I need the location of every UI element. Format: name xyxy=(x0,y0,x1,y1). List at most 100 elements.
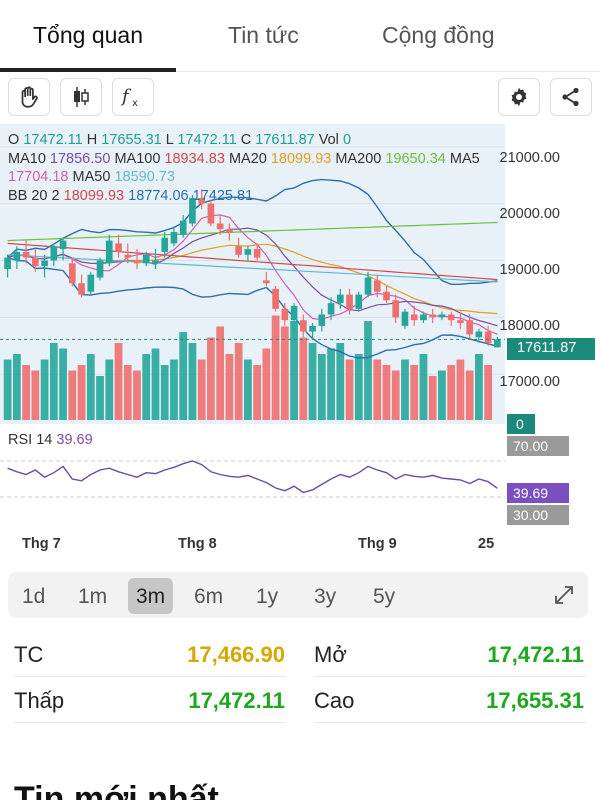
ma-legend-2: 17704.18 MA50 18590.73 xyxy=(8,169,175,185)
volume-bar xyxy=(151,348,160,420)
high-label: Cao xyxy=(314,688,355,713)
candlestick-icon[interactable] xyxy=(60,78,102,116)
range-5y[interactable]: 5y xyxy=(373,585,396,608)
range-1d[interactable]: 1d xyxy=(22,585,46,608)
x-tick-label: 25 xyxy=(478,536,495,552)
rsi-value: 39.69 xyxy=(56,432,93,448)
volume-bar xyxy=(22,365,30,420)
volume-bar xyxy=(262,348,271,420)
open-label: O xyxy=(8,132,20,148)
volume-bar xyxy=(216,326,225,420)
open-value: 17472.11 xyxy=(23,132,83,148)
candle-body xyxy=(263,280,270,284)
candle-body xyxy=(438,314,446,318)
divider xyxy=(14,722,286,723)
tab-overview[interactable]: Tổng quan xyxy=(33,22,143,48)
candle-body xyxy=(189,197,196,224)
volume-bar xyxy=(234,343,243,420)
candle-body xyxy=(318,314,326,326)
volume-bar xyxy=(179,332,188,420)
volume-bar xyxy=(207,337,215,420)
candle-body xyxy=(198,197,206,204)
candle-body xyxy=(207,203,215,224)
candle-body xyxy=(96,260,104,278)
price-chart[interactable]: O 17472.11 H 17655.31 L 17472.11 C 17611… xyxy=(0,124,600,530)
volume-bar xyxy=(327,348,335,420)
candle-body xyxy=(466,320,473,335)
volume-bar xyxy=(465,370,474,420)
volume-bar xyxy=(345,359,354,420)
ma20-label: MA20 xyxy=(228,151,267,167)
ma5-value: 17704.18 xyxy=(8,169,69,185)
ma100-label: MA100 xyxy=(114,151,161,167)
rsi-legend: RSI 14 39.69 xyxy=(8,432,93,448)
share-icon[interactable] xyxy=(550,78,592,116)
volume-bar xyxy=(475,354,483,420)
y-tick-label: 18000.00 xyxy=(499,318,560,334)
drag-hand-icon[interactable] xyxy=(8,78,50,116)
y-tick-label: 17000.00 xyxy=(499,374,560,390)
candle-body xyxy=(115,243,122,252)
rsi-current-tag: 39.69 xyxy=(507,483,569,503)
ma200-value: 19650.34 xyxy=(385,151,446,167)
ohlc-legend: O 17472.11 H 17655.31 L 17472.11 C 17611… xyxy=(8,132,351,148)
volume-bar xyxy=(188,343,197,420)
candle-body xyxy=(309,325,316,332)
bollinger-lower-line xyxy=(7,256,498,359)
volume-bar xyxy=(317,354,326,420)
volume-bar xyxy=(86,354,95,420)
tab-community[interactable]: Cộng đồng xyxy=(382,22,495,48)
candle-body xyxy=(383,291,390,301)
candle-body xyxy=(327,303,335,315)
high-value: 17,655.31 xyxy=(486,688,584,713)
volume-bar xyxy=(438,370,446,420)
divider xyxy=(314,676,586,677)
rsi-level-70-tag: 70.00 xyxy=(507,436,569,456)
open-value: 17,472.11 xyxy=(487,642,584,667)
volume-bar xyxy=(428,376,437,420)
ma5-line xyxy=(7,214,498,335)
low-value: 17472.11 xyxy=(177,132,237,148)
candle-body xyxy=(22,251,30,258)
candle-body xyxy=(420,314,427,321)
candle-body xyxy=(133,260,141,264)
volume-bar xyxy=(382,365,391,420)
bb-mid-value: 18099.93 xyxy=(63,188,125,204)
volume-bar xyxy=(401,359,409,420)
expand-icon[interactable] xyxy=(552,583,576,612)
ma10-label: MA10 xyxy=(8,151,46,167)
volume-bar xyxy=(308,343,317,420)
volume-bar xyxy=(142,354,151,420)
tab-news[interactable]: Tin tức xyxy=(228,22,299,48)
volume-bar xyxy=(484,365,493,420)
candlestick-chart[interactable] xyxy=(0,124,505,524)
ma10-value: 17856.50 xyxy=(49,151,111,167)
candle-body xyxy=(216,223,224,230)
candle-body xyxy=(401,311,409,326)
range-1y[interactable]: 1y xyxy=(256,585,279,608)
price-stats: TC 17,466.90 Mở 17,472.11 Thấp 17,472.11… xyxy=(0,626,600,726)
candle-body xyxy=(4,257,11,269)
volume-bar xyxy=(456,359,465,420)
candle-body xyxy=(59,240,67,250)
y-tick-label: 19000.00 xyxy=(499,262,560,278)
candle-body xyxy=(290,305,298,321)
candle-body xyxy=(105,240,113,264)
svg-text:x: x xyxy=(132,98,138,109)
volume-bar xyxy=(391,370,400,420)
y-tick-label: 20000.00 xyxy=(499,206,560,222)
bb-upper-value: 18774.06 xyxy=(128,188,189,204)
low-label: Thấp xyxy=(14,688,65,713)
candle-body xyxy=(447,314,455,321)
volume-bar xyxy=(373,359,382,420)
range-3y[interactable]: 3y xyxy=(314,585,337,608)
range-3m[interactable]: 3m xyxy=(128,578,174,614)
range-1m[interactable]: 1m xyxy=(78,585,108,608)
gear-icon[interactable] xyxy=(498,78,540,116)
rsi-panel xyxy=(0,424,505,524)
range-6m[interactable]: 6m xyxy=(194,585,224,608)
candle-body xyxy=(475,331,483,338)
candle-body xyxy=(364,277,372,295)
